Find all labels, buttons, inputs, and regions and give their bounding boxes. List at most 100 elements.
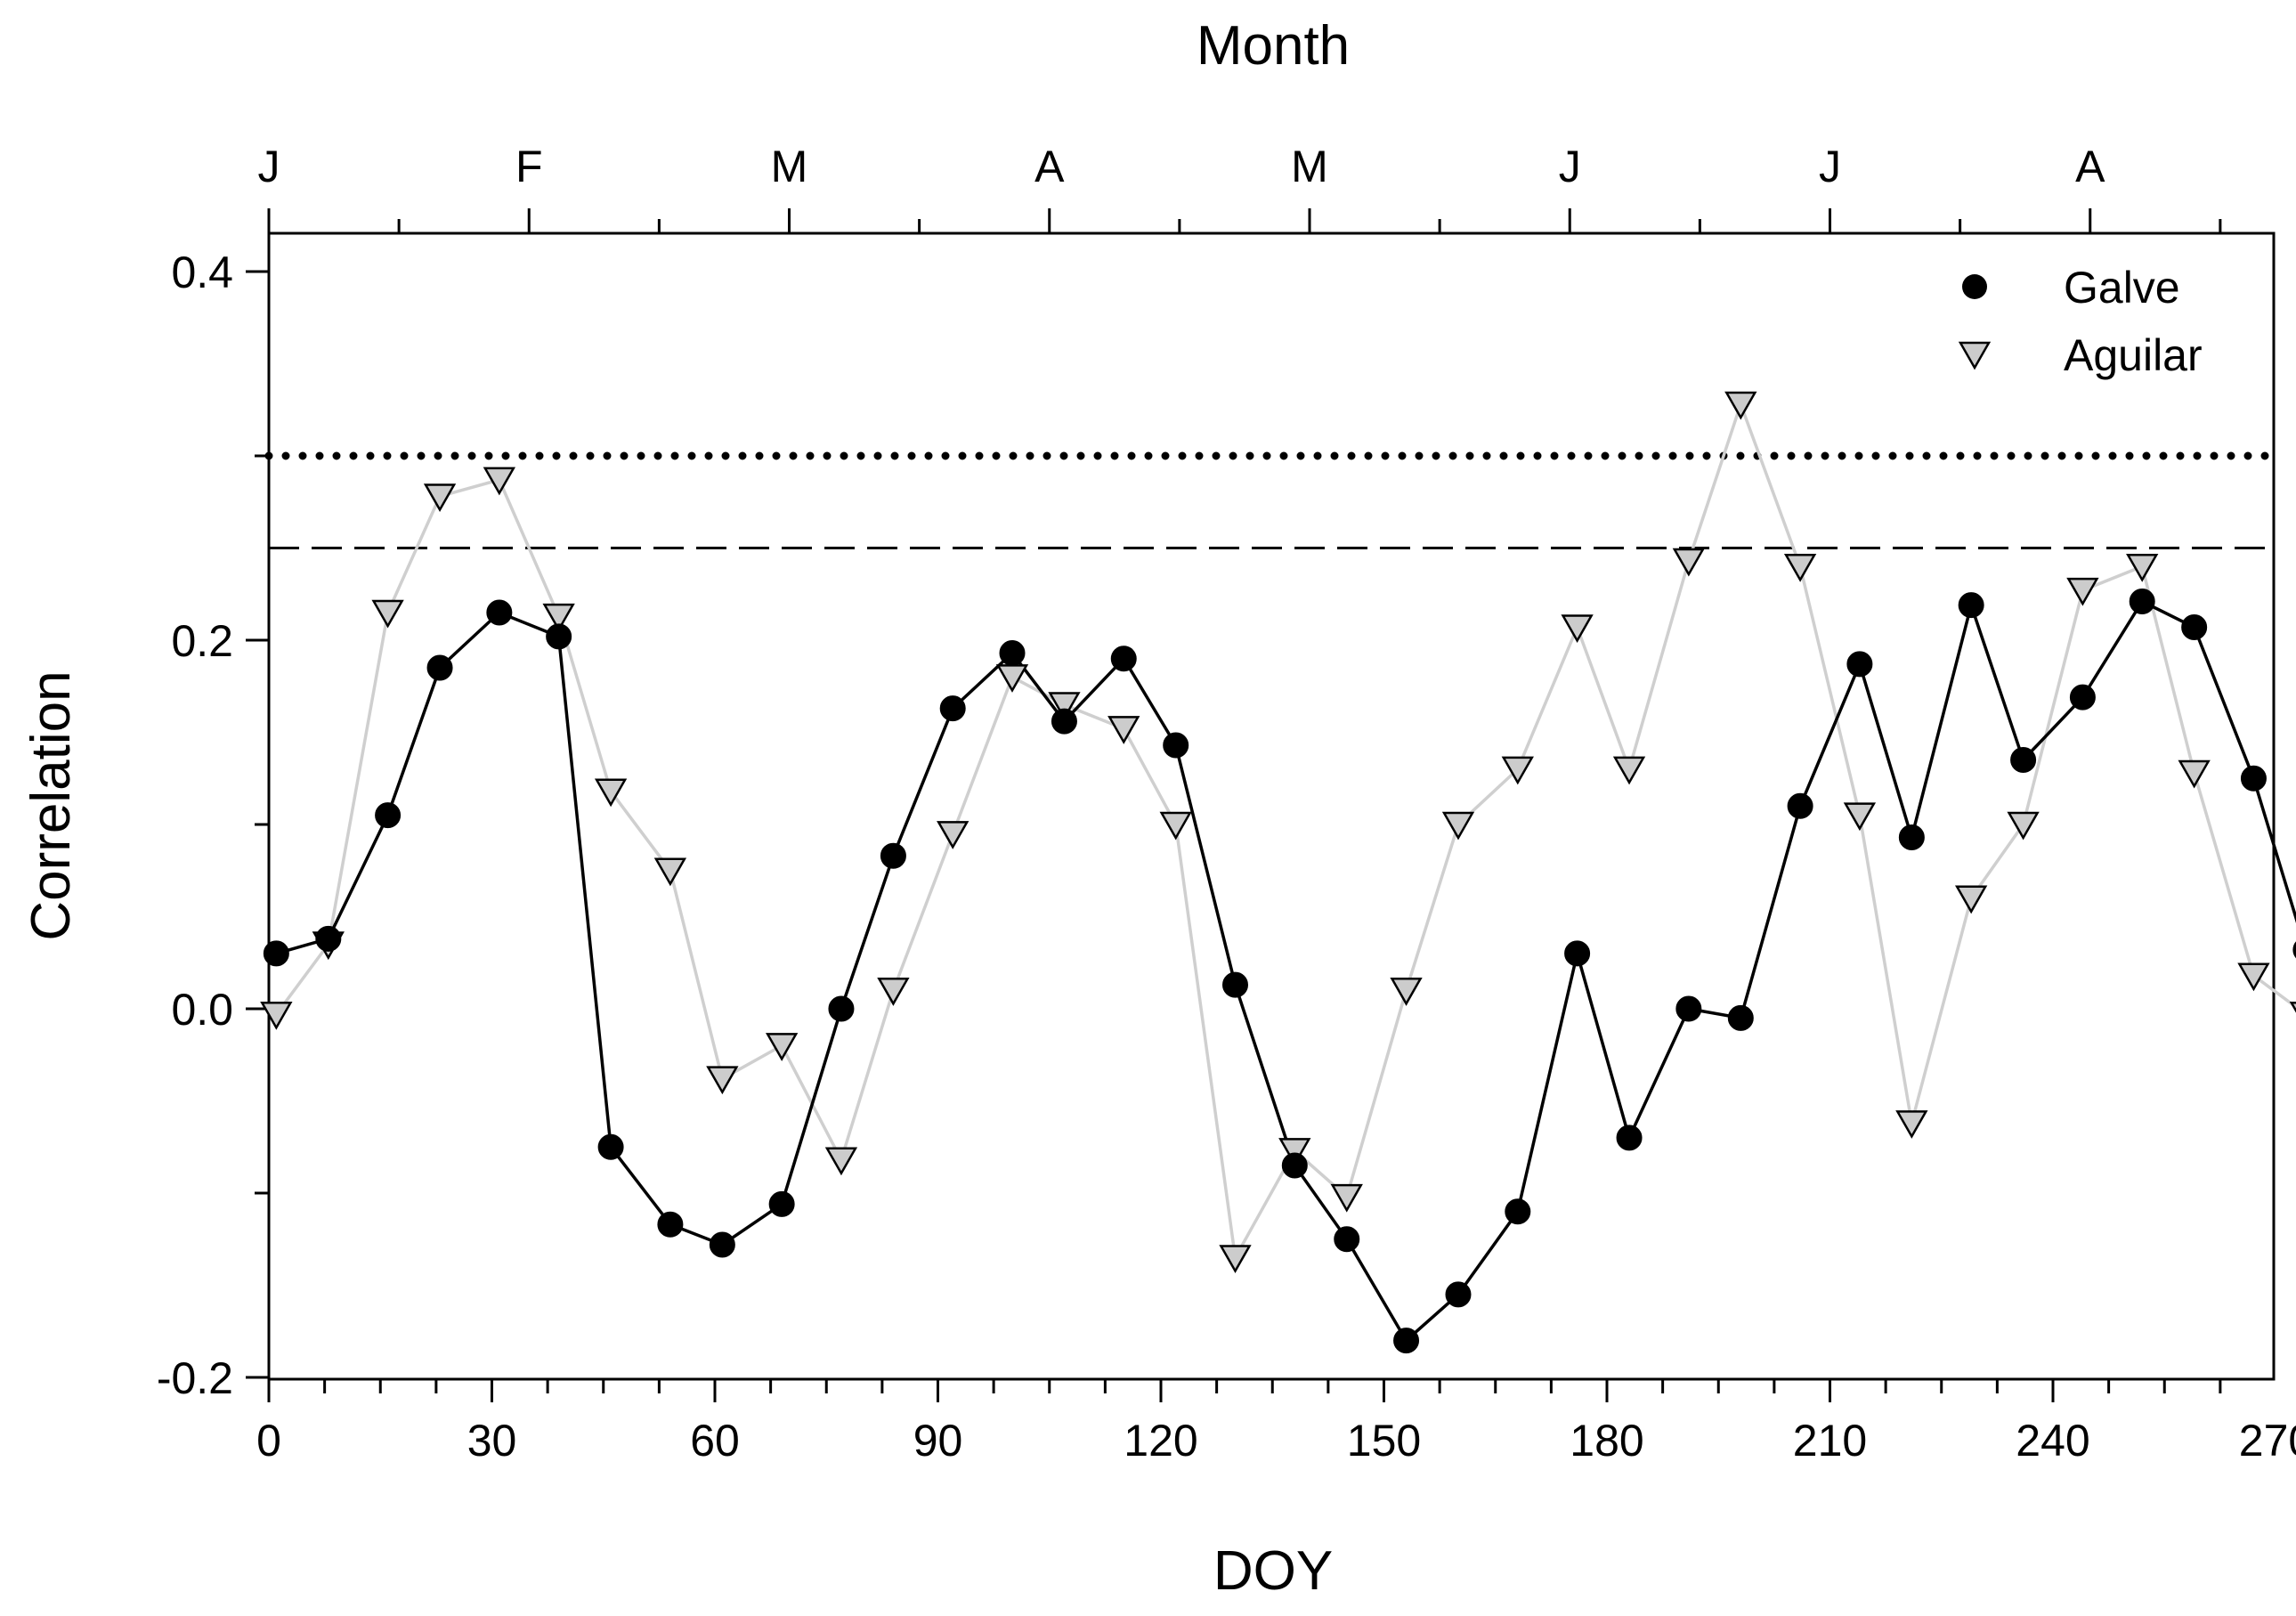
y-axis-title: Correlation bbox=[20, 670, 82, 940]
legend-label-aguilar: Aguilar bbox=[2064, 330, 2203, 380]
point-aguilar bbox=[2237, 962, 2270, 992]
point-aguilar bbox=[1612, 756, 1646, 785]
point-galve bbox=[1787, 792, 1813, 819]
point-galve bbox=[486, 599, 513, 626]
point-aguilar bbox=[542, 603, 575, 632]
point-aguilar bbox=[1159, 811, 1192, 840]
point-aguilar bbox=[706, 1066, 739, 1095]
point-galve bbox=[375, 802, 402, 829]
point-aguilar bbox=[2007, 811, 2040, 840]
y-axis: -0.2 0.0 0.2 0.4 bbox=[157, 248, 269, 1403]
point-aguilar bbox=[937, 821, 970, 849]
legend-marker-galve bbox=[1962, 274, 1987, 299]
point-aguilar bbox=[1330, 1183, 1363, 1213]
point-galve bbox=[315, 925, 342, 952]
month-label: A bbox=[2075, 142, 2105, 191]
point-aguilar bbox=[2178, 759, 2211, 789]
x-tick-label: 270 bbox=[2239, 1416, 2296, 1466]
month-label: F bbox=[515, 142, 543, 191]
point-aguilar bbox=[824, 1147, 858, 1176]
point-aguilar bbox=[260, 1001, 293, 1030]
point-galve bbox=[1163, 732, 1189, 759]
point-galve bbox=[709, 1231, 735, 1258]
point-aguilar bbox=[1390, 978, 1423, 1006]
point-galve bbox=[597, 1133, 624, 1160]
point-aguilar bbox=[1724, 391, 1757, 420]
x-axis-title: DOY bbox=[1213, 1540, 1333, 1602]
month-label: M bbox=[771, 142, 808, 191]
point-aguilar bbox=[1219, 1245, 1252, 1273]
x-tick-label: 240 bbox=[2016, 1416, 2089, 1466]
point-aguilar bbox=[1843, 802, 1877, 832]
point-galve bbox=[999, 639, 1026, 666]
plot-frame bbox=[267, 231, 2276, 1381]
y-tick-label: 0.2 bbox=[171, 616, 233, 666]
point-aguilar bbox=[1783, 553, 1817, 582]
point-galve bbox=[263, 940, 289, 967]
reference-lines bbox=[264, 451, 2278, 549]
x-axis: 0 30 60 90 120 150 180 210 240 270 bbox=[256, 1379, 2296, 1466]
point-aguilar bbox=[1561, 614, 1594, 644]
point-galve bbox=[1727, 1004, 1754, 1031]
y-tick-label: 0.4 bbox=[171, 248, 233, 297]
point-aguilar bbox=[423, 483, 457, 513]
month-label: J bbox=[258, 142, 280, 191]
point-aguilar bbox=[2126, 553, 2159, 582]
point-galve bbox=[2129, 589, 2155, 615]
x-tick-label: 30 bbox=[467, 1416, 517, 1466]
point-aguilar bbox=[2066, 577, 2099, 606]
point-aguilar bbox=[1048, 692, 1081, 720]
x-tick-label: 90 bbox=[913, 1416, 963, 1466]
x-tick-label: 210 bbox=[1793, 1416, 1867, 1466]
point-galve bbox=[1393, 1328, 1420, 1354]
point-galve bbox=[1675, 995, 1702, 1022]
point-galve bbox=[1616, 1125, 1643, 1151]
top-axis-title: Month bbox=[1197, 15, 1350, 77]
point-galve bbox=[426, 654, 453, 681]
point-aguilar bbox=[765, 1033, 799, 1061]
point-aguilar bbox=[1672, 548, 1706, 577]
point-galve bbox=[1846, 651, 1873, 678]
point-galve bbox=[2010, 747, 2037, 774]
x-tick-label: 0 bbox=[256, 1416, 281, 1466]
point-galve bbox=[880, 842, 906, 869]
x-tick-label: 180 bbox=[1570, 1416, 1643, 1466]
point-aguilar bbox=[1278, 1138, 1311, 1166]
point-galve bbox=[1958, 592, 1984, 619]
point-galve bbox=[1505, 1198, 1531, 1225]
series-line-galve bbox=[275, 599, 2296, 1344]
point-aguilar bbox=[594, 778, 628, 808]
point-galve bbox=[768, 1190, 795, 1217]
point-galve bbox=[1445, 1281, 1472, 1308]
point-galve bbox=[939, 695, 966, 722]
legend: Galve Aguilar bbox=[1958, 263, 2203, 380]
series-layer bbox=[260, 391, 2296, 1354]
month-label: J bbox=[1819, 142, 1841, 191]
point-galve bbox=[546, 623, 572, 650]
legend-label-galve: Galve bbox=[2064, 263, 2180, 313]
x-tick-label: 150 bbox=[1347, 1416, 1421, 1466]
point-galve bbox=[657, 1211, 684, 1238]
point-aguilar bbox=[1441, 811, 1475, 840]
point-galve bbox=[1898, 824, 1925, 850]
point-aguilar bbox=[1501, 756, 1534, 785]
point-galve bbox=[2069, 684, 2096, 711]
month-label: J bbox=[1559, 142, 1581, 191]
point-galve bbox=[1564, 940, 1591, 967]
point-aguilar bbox=[371, 599, 404, 629]
point-galve bbox=[1334, 1226, 1360, 1253]
month-label: M bbox=[1291, 142, 1328, 191]
x-tick-label: 120 bbox=[1124, 1416, 1197, 1466]
point-galve bbox=[2292, 941, 2296, 959]
y-tick-label: 0.0 bbox=[171, 985, 233, 1035]
point-galve bbox=[1281, 1152, 1308, 1179]
point-aguilar bbox=[483, 467, 516, 496]
point-aguilar bbox=[2289, 1001, 2296, 1013]
point-aguilar bbox=[1895, 1110, 1928, 1139]
y-tick-label: -0.2 bbox=[157, 1353, 233, 1403]
point-galve bbox=[1222, 971, 1248, 998]
point-aguilar bbox=[995, 664, 1029, 693]
point-aguilar bbox=[1107, 716, 1140, 744]
